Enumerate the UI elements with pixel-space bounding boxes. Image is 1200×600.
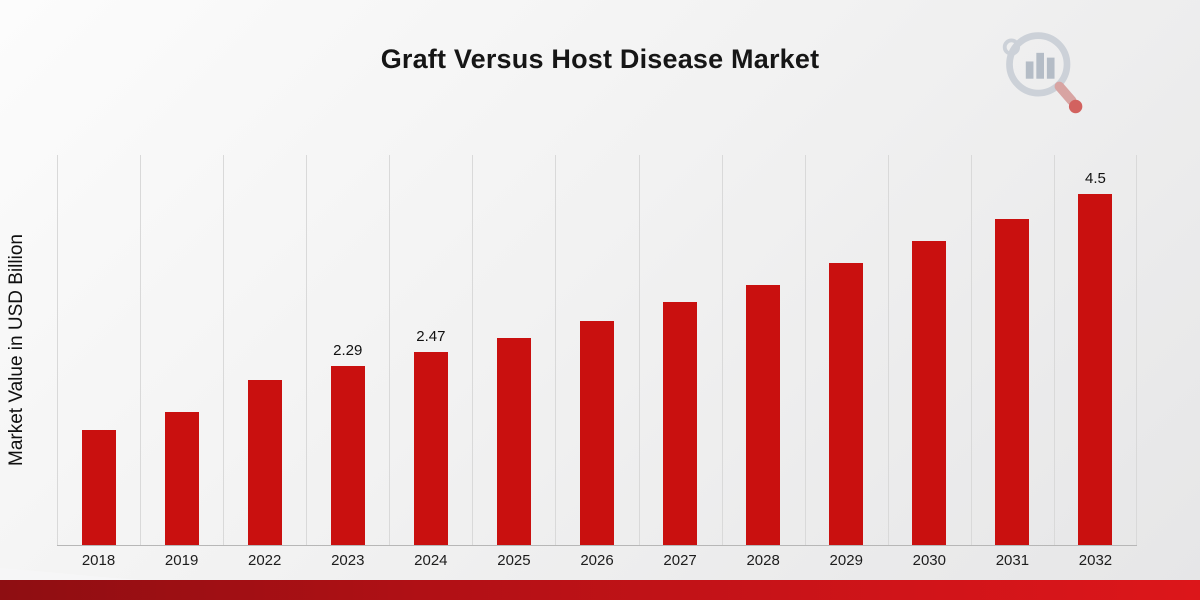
bar-2022 [247, 380, 282, 545]
bar-2019 [164, 412, 199, 545]
gridline [722, 155, 723, 545]
bar-2032: 4.5 [1078, 170, 1113, 545]
x-tick-2026: 2026 [580, 552, 614, 569]
gridline [971, 155, 972, 545]
x-tick-2018: 2018 [81, 552, 116, 569]
bar-slot-2032: 4.5 [1054, 155, 1137, 545]
brand-logo [996, 26, 1092, 118]
bar-2031 [995, 219, 1030, 545]
bar-slot-2018 [57, 155, 140, 545]
bar-slot-2025 [472, 155, 555, 545]
chart-title: Graft Versus Host Disease Market [380, 44, 820, 74]
x-axis-ticks: 2018 2019 2022 2023 2024 2025 2026 2027 2028 2029… [57, 552, 1137, 569]
x-tick-2024: 2024 [414, 552, 448, 569]
gridline [389, 155, 390, 545]
bar-2030 [912, 241, 947, 545]
bar-slot-2026 [555, 155, 638, 545]
x-tick-2022: 2022 [248, 552, 282, 569]
bar-slot-2029 [805, 155, 888, 545]
x-tick-2030: 2030 [912, 552, 946, 569]
bar-slot-2028 [722, 155, 805, 545]
bar-2018 [81, 430, 116, 545]
gridline [57, 155, 58, 545]
gridline [1136, 155, 1137, 545]
bar-value-label-2032: 4.5 [1085, 170, 1106, 187]
gridline [639, 155, 640, 545]
bar-slot-2030 [888, 155, 971, 545]
plot-area: 2.29 2.47 4.5 [57, 155, 1137, 546]
x-tick-2029: 2029 [829, 552, 863, 569]
gridline [223, 155, 224, 545]
x-tick-2031: 2031 [995, 552, 1030, 569]
footer-accent-stripe [0, 580, 1200, 600]
bar-value-label-2024: 2.47 [416, 328, 446, 345]
bar-slot-2019 [140, 155, 223, 545]
bar-slot-2027 [639, 155, 722, 545]
gridline [1054, 155, 1055, 545]
magnifier-chart-icon [1002, 32, 1083, 114]
gridline [140, 155, 141, 545]
bar-slot-2024: 2.47 [389, 155, 472, 545]
gridline [888, 155, 889, 545]
bar-2024: 2.47 [413, 328, 448, 545]
x-tick-2019: 2019 [164, 552, 199, 569]
x-tick-2027: 2027 [663, 552, 697, 569]
bar-value-label-2023: 2.29 [333, 342, 363, 359]
y-axis-label: Market Value in USD Billion [6, 234, 27, 466]
bar-slot-2031 [971, 155, 1054, 545]
bar-slot-2023: 2.29 [306, 155, 389, 545]
bar-2026 [580, 321, 614, 545]
gridline [306, 155, 307, 545]
gridline [472, 155, 473, 545]
bar-2025 [496, 338, 531, 545]
x-tick-2023: 2023 [331, 552, 365, 569]
gridline [805, 155, 806, 545]
x-tick-2032: 2032 [1078, 552, 1113, 569]
x-tick-2028: 2028 [746, 552, 780, 569]
bar-slot-2022 [223, 155, 306, 545]
x-tick-2025: 2025 [497, 552, 531, 569]
bar-2023: 2.29 [330, 342, 365, 545]
bar-2028 [746, 285, 781, 545]
gridline [555, 155, 556, 545]
bar-2029 [829, 263, 864, 545]
bar-2027 [663, 302, 698, 545]
